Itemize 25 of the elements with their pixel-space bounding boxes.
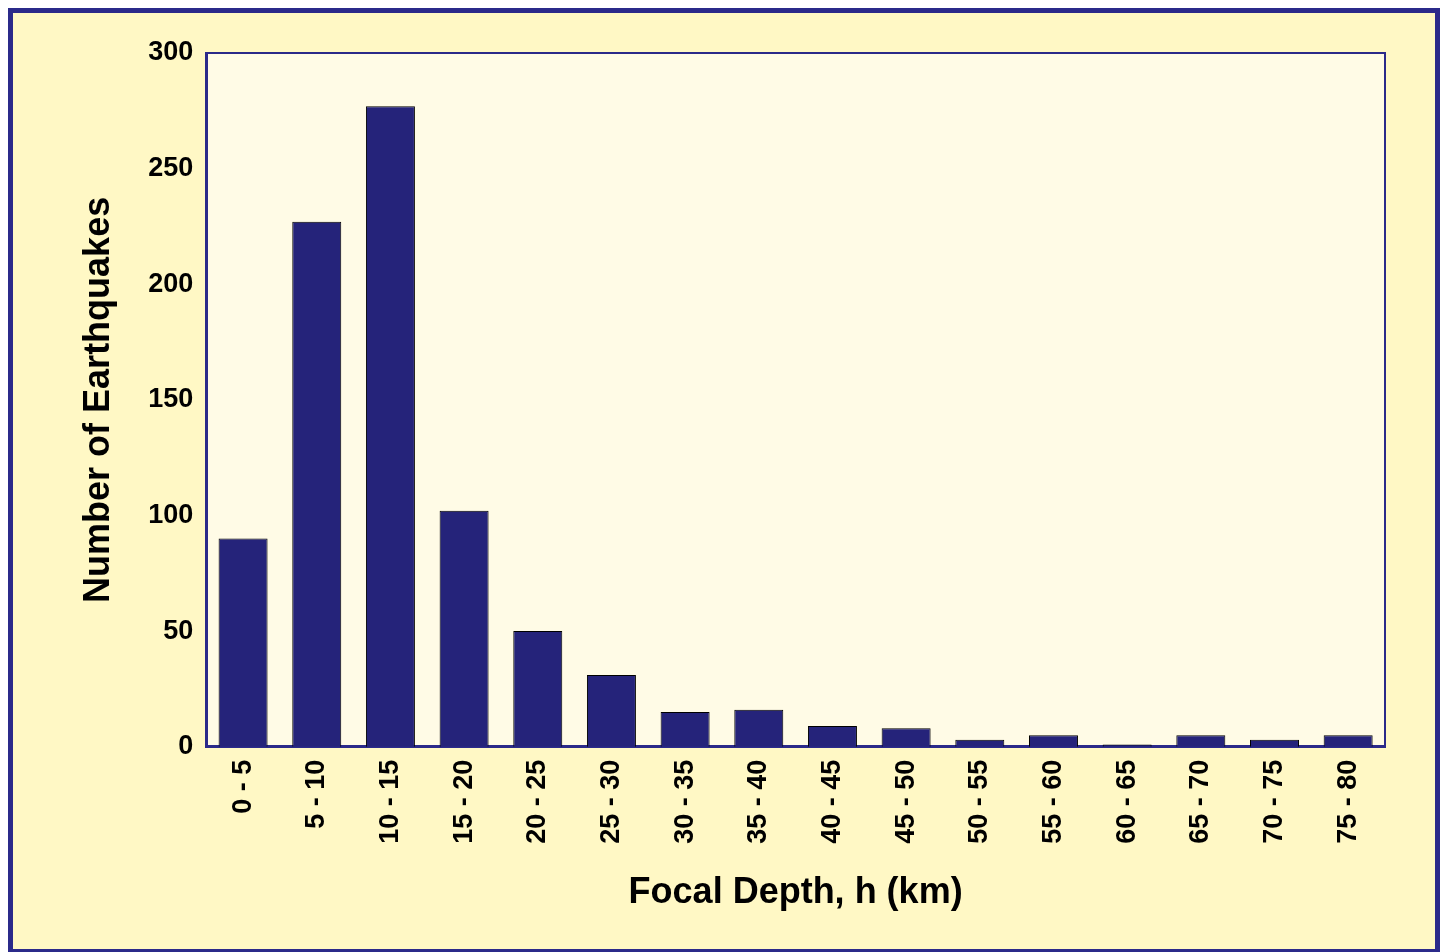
y-tick-label: 50 xyxy=(163,614,194,645)
y-axis-title: Number of Earthquakes xyxy=(75,196,117,603)
x-tick-label: 65 - 70 xyxy=(1184,759,1215,844)
x-tick-label: 20 - 25 xyxy=(521,759,552,844)
x-tick-label: 60 - 65 xyxy=(1110,759,1141,844)
x-tick-label: 0 - 5 xyxy=(226,759,257,814)
x-tick-label: 45 - 50 xyxy=(889,759,920,844)
x-tick-label: 70 - 75 xyxy=(1257,759,1288,844)
x-tick-label: 15 - 20 xyxy=(447,759,478,844)
x-tick-label: 75 - 80 xyxy=(1331,759,1362,844)
x-tick-label: 55 - 60 xyxy=(1036,759,1067,844)
y-tick-label: 0 xyxy=(178,730,194,761)
x-tick-label: 10 - 15 xyxy=(373,759,404,844)
x-tick-label: 25 - 30 xyxy=(594,759,625,844)
x-tick-label: 30 - 35 xyxy=(668,759,699,844)
x-axis-title: Focal Depth, h (km) xyxy=(628,870,963,912)
x-tick-label: 35 - 40 xyxy=(742,759,773,844)
y-tick-label: 150 xyxy=(148,383,194,414)
y-tick-label: 100 xyxy=(148,498,194,529)
x-tick-label: 40 - 45 xyxy=(815,759,846,844)
x-tick-label: 50 - 55 xyxy=(963,759,994,844)
x-tick-label: 5 - 10 xyxy=(300,759,331,829)
y-tick-label: 200 xyxy=(148,267,194,298)
y-tick-label: 250 xyxy=(148,152,194,183)
y-tick-label: 300 xyxy=(148,36,194,67)
